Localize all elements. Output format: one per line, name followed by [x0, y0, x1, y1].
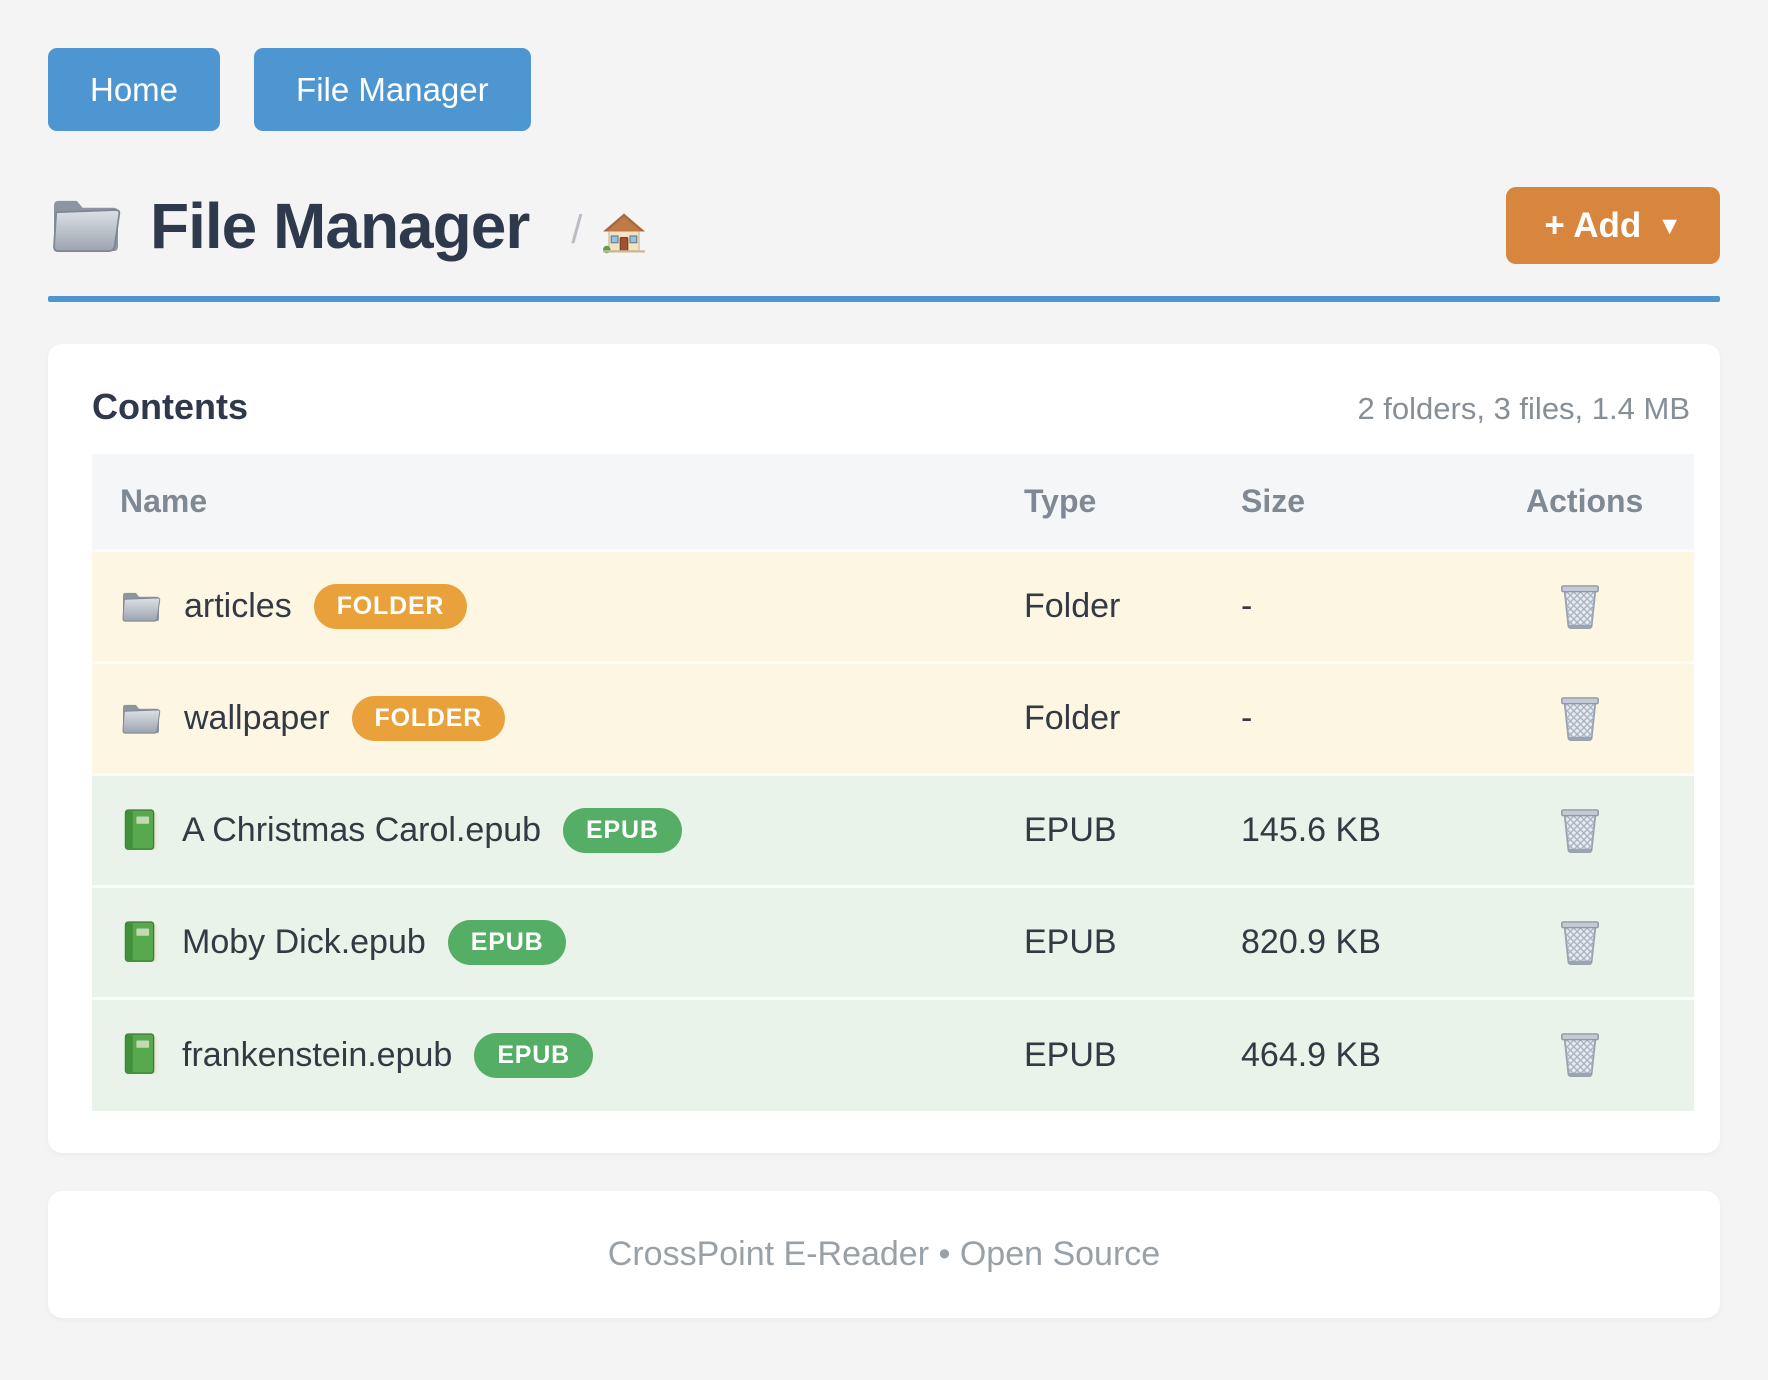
name-cell: articles FOLDER [92, 551, 1024, 663]
trash-icon [1561, 808, 1599, 853]
file-name[interactable]: wallpaper [184, 699, 330, 737]
type-cell: EPUB [1024, 811, 1117, 849]
house-icon [603, 213, 646, 253]
book-icon [124, 808, 158, 850]
add-button-label: + Add [1544, 206, 1642, 245]
table-row: articles FOLDER Folder - [92, 550, 1694, 663]
type-cell: Folder [1024, 699, 1121, 737]
type-cell: Folder [1024, 587, 1121, 625]
delete-button[interactable] [1553, 1026, 1607, 1084]
contents-card-header: Contents 2 folders, 3 files, 1.4 MB [92, 386, 1694, 428]
book-icon [124, 1033, 158, 1075]
file-type-icon-wrap [120, 1033, 160, 1077]
top-nav: Home File Manager [48, 48, 1720, 131]
trash-icon [1561, 696, 1599, 741]
table-header-row: Name Type Size Actions [92, 454, 1694, 551]
delete-button[interactable] [1553, 802, 1607, 860]
type-badge: EPUB [474, 1032, 593, 1078]
file-name[interactable]: frankenstein.epub [182, 1035, 453, 1074]
size-cell: - [1241, 699, 1253, 737]
table-row: Moby Dick.epub EPUB EPUB 820.9 KB [92, 886, 1694, 999]
contents-card: Contents 2 folders, 3 files, 1.4 MB Name… [48, 344, 1720, 1153]
delete-button[interactable] [1553, 914, 1607, 972]
name-cell: wallpaper FOLDER [92, 663, 1024, 775]
actions-cell [1526, 663, 1694, 775]
chevron-down-icon: ▼ [1657, 212, 1682, 240]
folder-icon [122, 592, 161, 622]
file-manager-page: Home File Manager File Manager / [48, 48, 1720, 1318]
name-cell: frankenstein.epub EPUB [92, 999, 1024, 1111]
file-type-icon-wrap [120, 701, 162, 737]
add-button[interactable]: + Add ▼ [1506, 187, 1720, 264]
size-cell: 820.9 KB [1241, 923, 1381, 961]
table-row: wallpaper FOLDER Folder - [92, 662, 1694, 775]
actions-cell [1526, 887, 1694, 999]
column-header-name: Name [120, 483, 208, 519]
table-row: frankenstein.epub EPUB EPUB 464.9 KB [92, 998, 1694, 1111]
files-table: Name Type Size Actions articles FOLDER [92, 454, 1694, 1111]
delete-button[interactable] [1553, 578, 1607, 636]
file-name[interactable]: A Christmas Carol.epub [182, 811, 542, 849]
type-cell: EPUB [1024, 923, 1117, 961]
name-cell: A Christmas Carol.epub EPUB [92, 775, 1024, 887]
contents-title: Contents [92, 386, 248, 427]
file-type-icon-wrap [120, 589, 162, 625]
home-button[interactable]: Home [48, 48, 221, 131]
footer-text: CrossPoint E-Reader • Open Source [607, 1234, 1161, 1273]
footer: CrossPoint E-Reader • Open Source [48, 1190, 1720, 1318]
type-badge: EPUB [563, 808, 682, 853]
contents-table-body: articles FOLDER Folder - [92, 550, 1694, 1111]
contents-summary: 2 folders, 3 files, 1.4 MB [1357, 391, 1690, 426]
column-header-size: Size [1241, 483, 1306, 519]
book-icon [124, 920, 158, 962]
trash-icon [1561, 1033, 1599, 1078]
table-row: A Christmas Carol.epub EPUB EPUB 145.6 K… [92, 774, 1694, 887]
breadcrumb-separator: / [571, 208, 583, 252]
size-cell: 464.9 KB [1241, 1035, 1381, 1074]
type-badge: FOLDER [351, 696, 506, 741]
size-cell: - [1241, 587, 1253, 625]
trash-icon [1561, 920, 1599, 965]
file-manager-button[interactable]: File Manager [254, 48, 531, 131]
folder-icon [53, 200, 121, 252]
type-badge: EPUB [447, 920, 567, 965]
file-type-icon-wrap [120, 920, 160, 965]
page-title: File Manager [150, 189, 530, 262]
folder-icon [122, 704, 161, 734]
type-badge: FOLDER [313, 584, 468, 629]
accent-divider [48, 296, 1720, 302]
breadcrumb-home-link[interactable] [600, 209, 648, 257]
title-group: File Manager / [48, 189, 1506, 263]
file-type-icon-wrap [120, 808, 160, 853]
file-name[interactable]: Moby Dick.epub [182, 923, 426, 961]
delete-button[interactable] [1553, 690, 1607, 748]
column-header-actions: Actions [1526, 483, 1644, 519]
trash-icon [1561, 584, 1599, 629]
name-cell: Moby Dick.epub EPUB [92, 887, 1024, 999]
size-cell: 145.6 KB [1241, 811, 1381, 849]
actions-cell [1526, 551, 1694, 663]
type-cell: EPUB [1024, 1035, 1117, 1074]
actions-cell [1526, 775, 1694, 887]
file-name[interactable]: articles [184, 587, 292, 625]
page-header: File Manager / + Add ▼ [48, 187, 1720, 264]
column-header-type: Type [1024, 483, 1097, 519]
actions-cell [1526, 999, 1694, 1111]
